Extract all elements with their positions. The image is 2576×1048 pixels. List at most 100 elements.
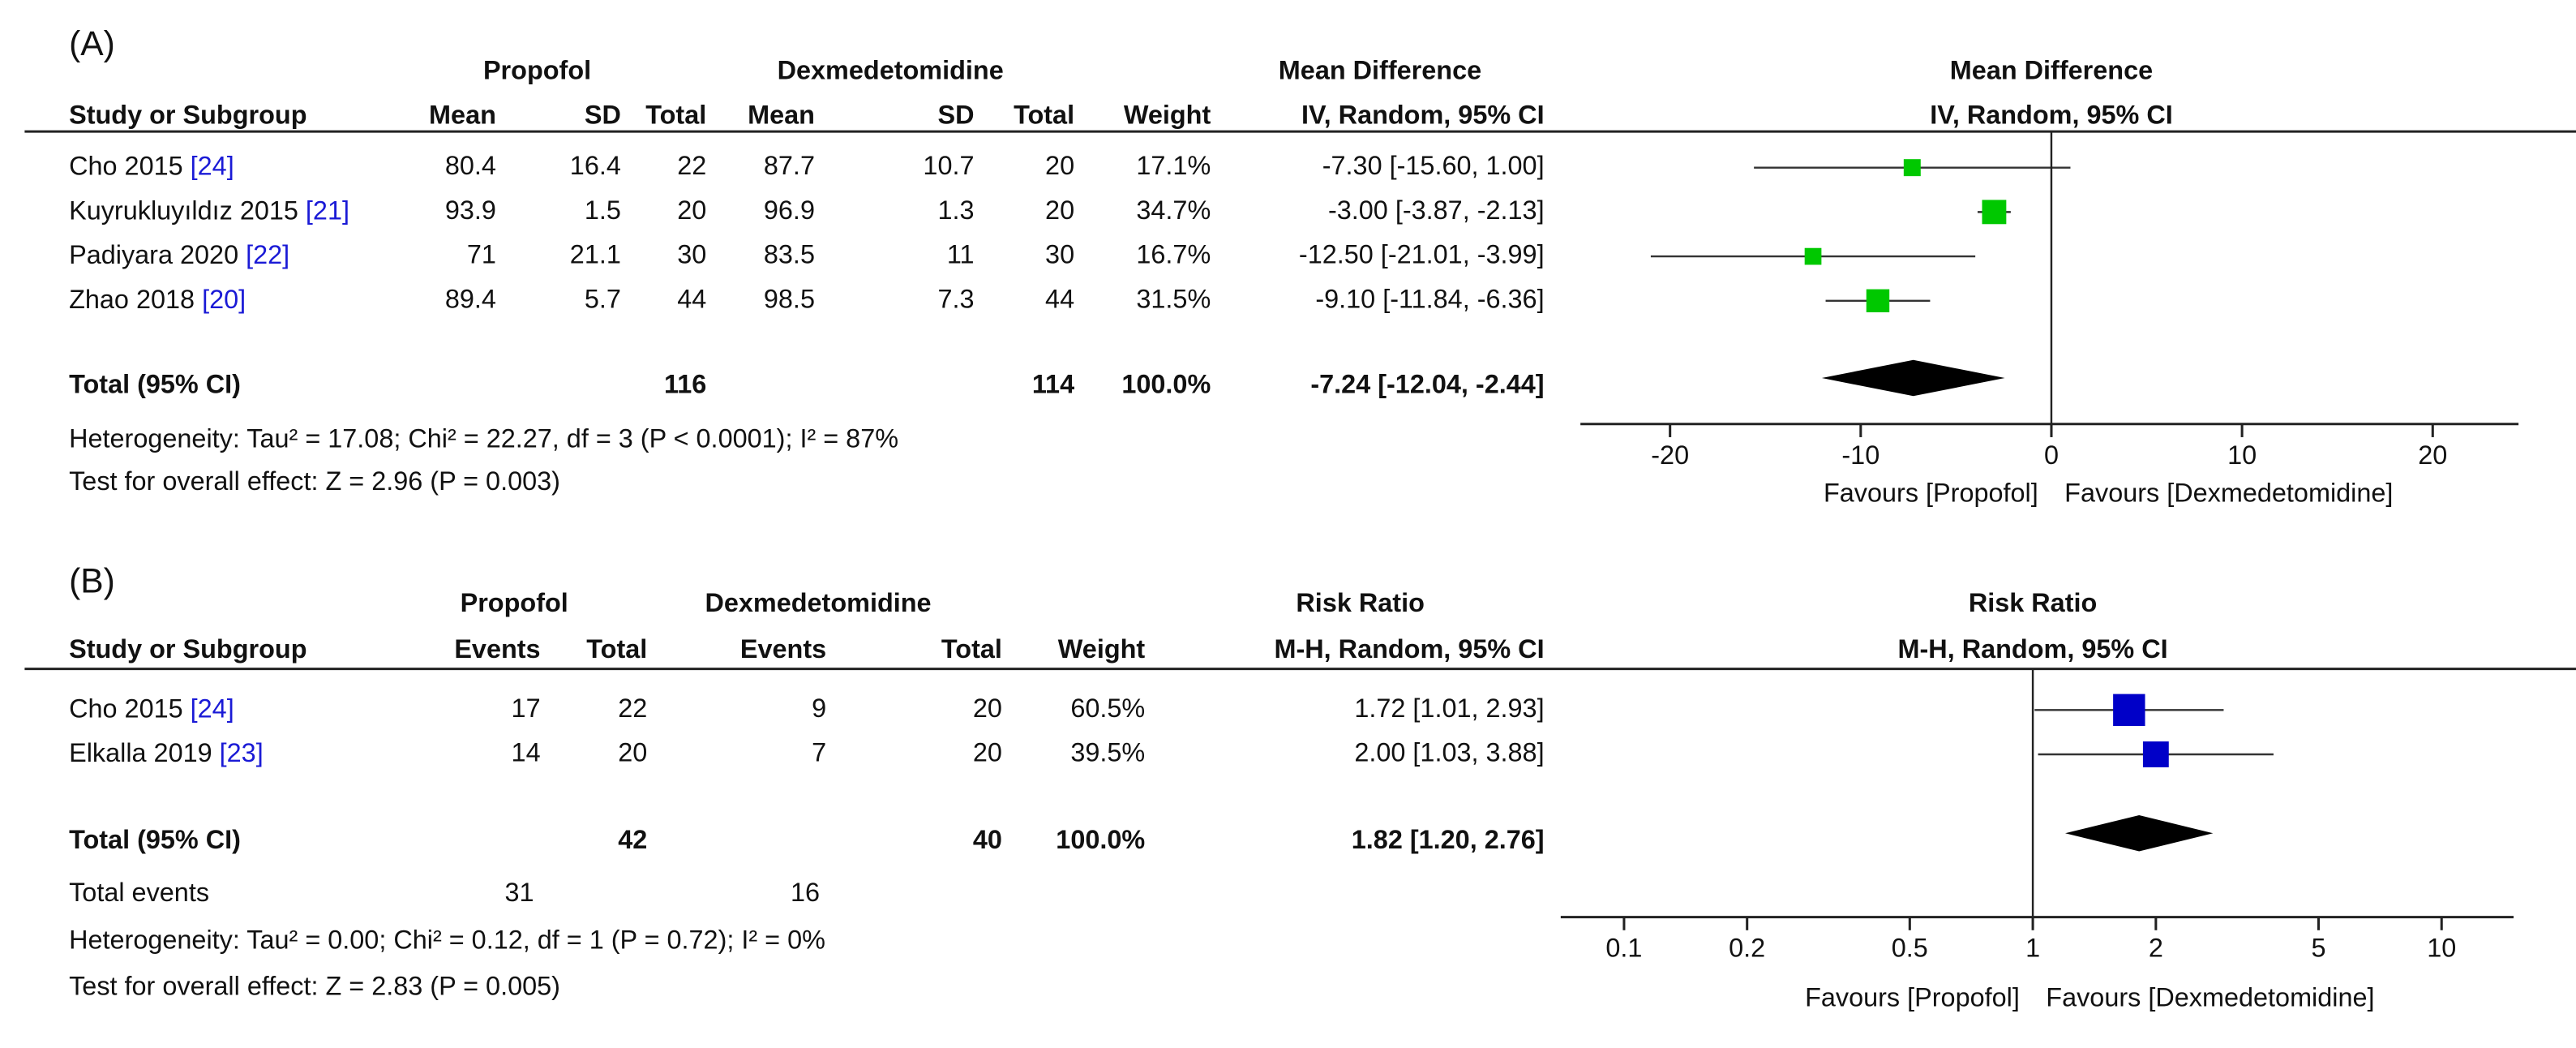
plot-subtitle: M-H, Random, 95% CI [1898,634,2168,664]
events-label: Total events [69,878,209,907]
table-cell: 44 [1045,284,1074,313]
table-cell: 16.4 [570,151,621,180]
overall-effect: Test for overall effect: Z = 2.96 (P = 0… [69,466,560,496]
effect-square [2142,741,2169,767]
column-header: Study or Subgroup [69,634,306,664]
group-header: Risk Ratio [1296,588,1424,617]
study-label: Elkalla 2019 [69,738,220,767]
column-header: Total [941,634,1002,664]
x-tick-label: 10 [2227,440,2257,470]
study-label: Padiyara 2020 [69,240,246,269]
column-header: Events [740,634,826,664]
table-cell: -7.30 [-15.60, 1.00] [1322,151,1545,180]
table-cell: 11 [947,240,975,269]
column-header: Total [645,100,706,129]
plot-title: Risk Ratio [1969,588,2097,617]
x-tick-label: -20 [1651,440,1689,470]
table-cell: 22 [677,151,706,180]
column-header: Mean [429,100,496,129]
plot-title: Mean Difference [1950,56,2153,85]
table-cell: 5.7 [585,284,621,313]
favours-left: Favours [Propofol] [1824,478,2038,507]
x-tick-label: -10 [1841,440,1879,470]
table-cell: 87.7 [764,151,815,180]
table-cell: 9 [812,694,826,723]
table-cell: 16 [791,878,820,907]
table-cell: 1.3 [937,195,974,225]
table-cell: -12.50 [-21.01, -3.99] [1299,240,1545,269]
heterogeneity: Heterogeneity: Tau² = 0.00; Chi² = 0.12,… [69,926,825,955]
table-cell: 17.1% [1136,151,1211,180]
table-cell: 1.72 [1.01, 2.93] [1354,694,1544,723]
table-cell: 31 [504,878,534,907]
table-cell: 34.7% [1136,195,1211,225]
study-ref: [22] [246,240,289,269]
table-cell: 31.5% [1136,284,1211,313]
column-header: Weight [1058,634,1146,664]
column-header: Study or Subgroup [69,100,306,129]
table-cell: 21.1 [570,240,621,269]
study-label: Cho 2015 [69,694,191,723]
total-label: Total (95% CI) [69,825,241,854]
table-cell: 83.5 [764,240,815,269]
panel-label: (B) [69,562,115,601]
study-name: Kuyrukluyıldız 2015 [21] [69,195,349,225]
column-header: SD [585,100,621,129]
study-label: Cho 2015 [69,151,191,180]
column-header: Events [454,634,540,664]
table-cell: 30 [1045,240,1074,269]
column-header: Total [1014,100,1074,129]
study-name: Zhao 2018 [20] [69,284,246,313]
table-cell: 93.9 [445,195,496,225]
table-cell: 7.3 [937,284,974,313]
table-cell: 2.00 [1.03, 3.88] [1354,738,1544,767]
column-header: Weight [1124,100,1211,129]
column-header: IV, Random, 95% CI [1301,100,1545,129]
study-label: Kuyrukluyıldız 2015 [69,195,306,225]
column-header: Total [586,634,647,664]
table-cell: 17 [512,694,541,723]
study-label: Zhao 2018 [69,284,202,313]
total-label: Total (95% CI) [69,370,241,399]
table-cell: 39.5% [1070,738,1145,767]
table-cell: 71 [467,240,496,269]
table-cell: 80.4 [445,151,496,180]
table-cell: 30 [677,240,706,269]
table-cell: 100.0% [1121,370,1211,399]
column-header: SD [937,100,974,129]
study-name: Padiyara 2020 [22] [69,240,289,269]
group-header: Propofol [461,588,568,617]
group-header: Propofol [483,56,591,85]
table-cell: 22 [618,694,647,723]
study-name: Cho 2015 [24] [69,151,234,180]
group-header: Dexmedetomidine [778,56,1004,85]
table-cell: 16.7% [1136,240,1211,269]
table-cell: 100.0% [1056,825,1145,854]
column-header: Mean [748,100,815,129]
table-cell: 116 [664,370,706,399]
table-cell: 44 [677,284,706,313]
x-tick-label: 0.5 [1892,934,1928,963]
effect-square [1903,159,1921,177]
table-cell: 42 [618,825,647,854]
table-cell: 96.9 [764,195,815,225]
study-ref: [24] [191,151,234,180]
study-ref: [21] [306,195,349,225]
x-tick-label: 20 [2418,440,2447,470]
favours-left: Favours [Propofol] [1805,982,2020,1011]
table-cell: 1.82 [1.20, 2.76] [1352,825,1545,854]
x-tick-label: 0 [2044,440,2059,470]
pooled-diamond [1821,359,2005,397]
group-header: Mean Difference [1279,56,1481,85]
table-cell: 20 [1045,195,1074,225]
table-cell: 40 [973,825,1002,854]
x-tick-label: 1 [2025,934,2040,963]
x-tick-label: 0.1 [1605,934,1642,963]
table-cell: 60.5% [1070,694,1145,723]
plot-subtitle: IV, Random, 95% CI [1930,100,2173,129]
effect-square [1866,289,1890,313]
x-tick-label: 0.2 [1729,934,1765,963]
x-tick-label: 2 [2149,934,2163,963]
pooled-diamond [2065,814,2214,852]
